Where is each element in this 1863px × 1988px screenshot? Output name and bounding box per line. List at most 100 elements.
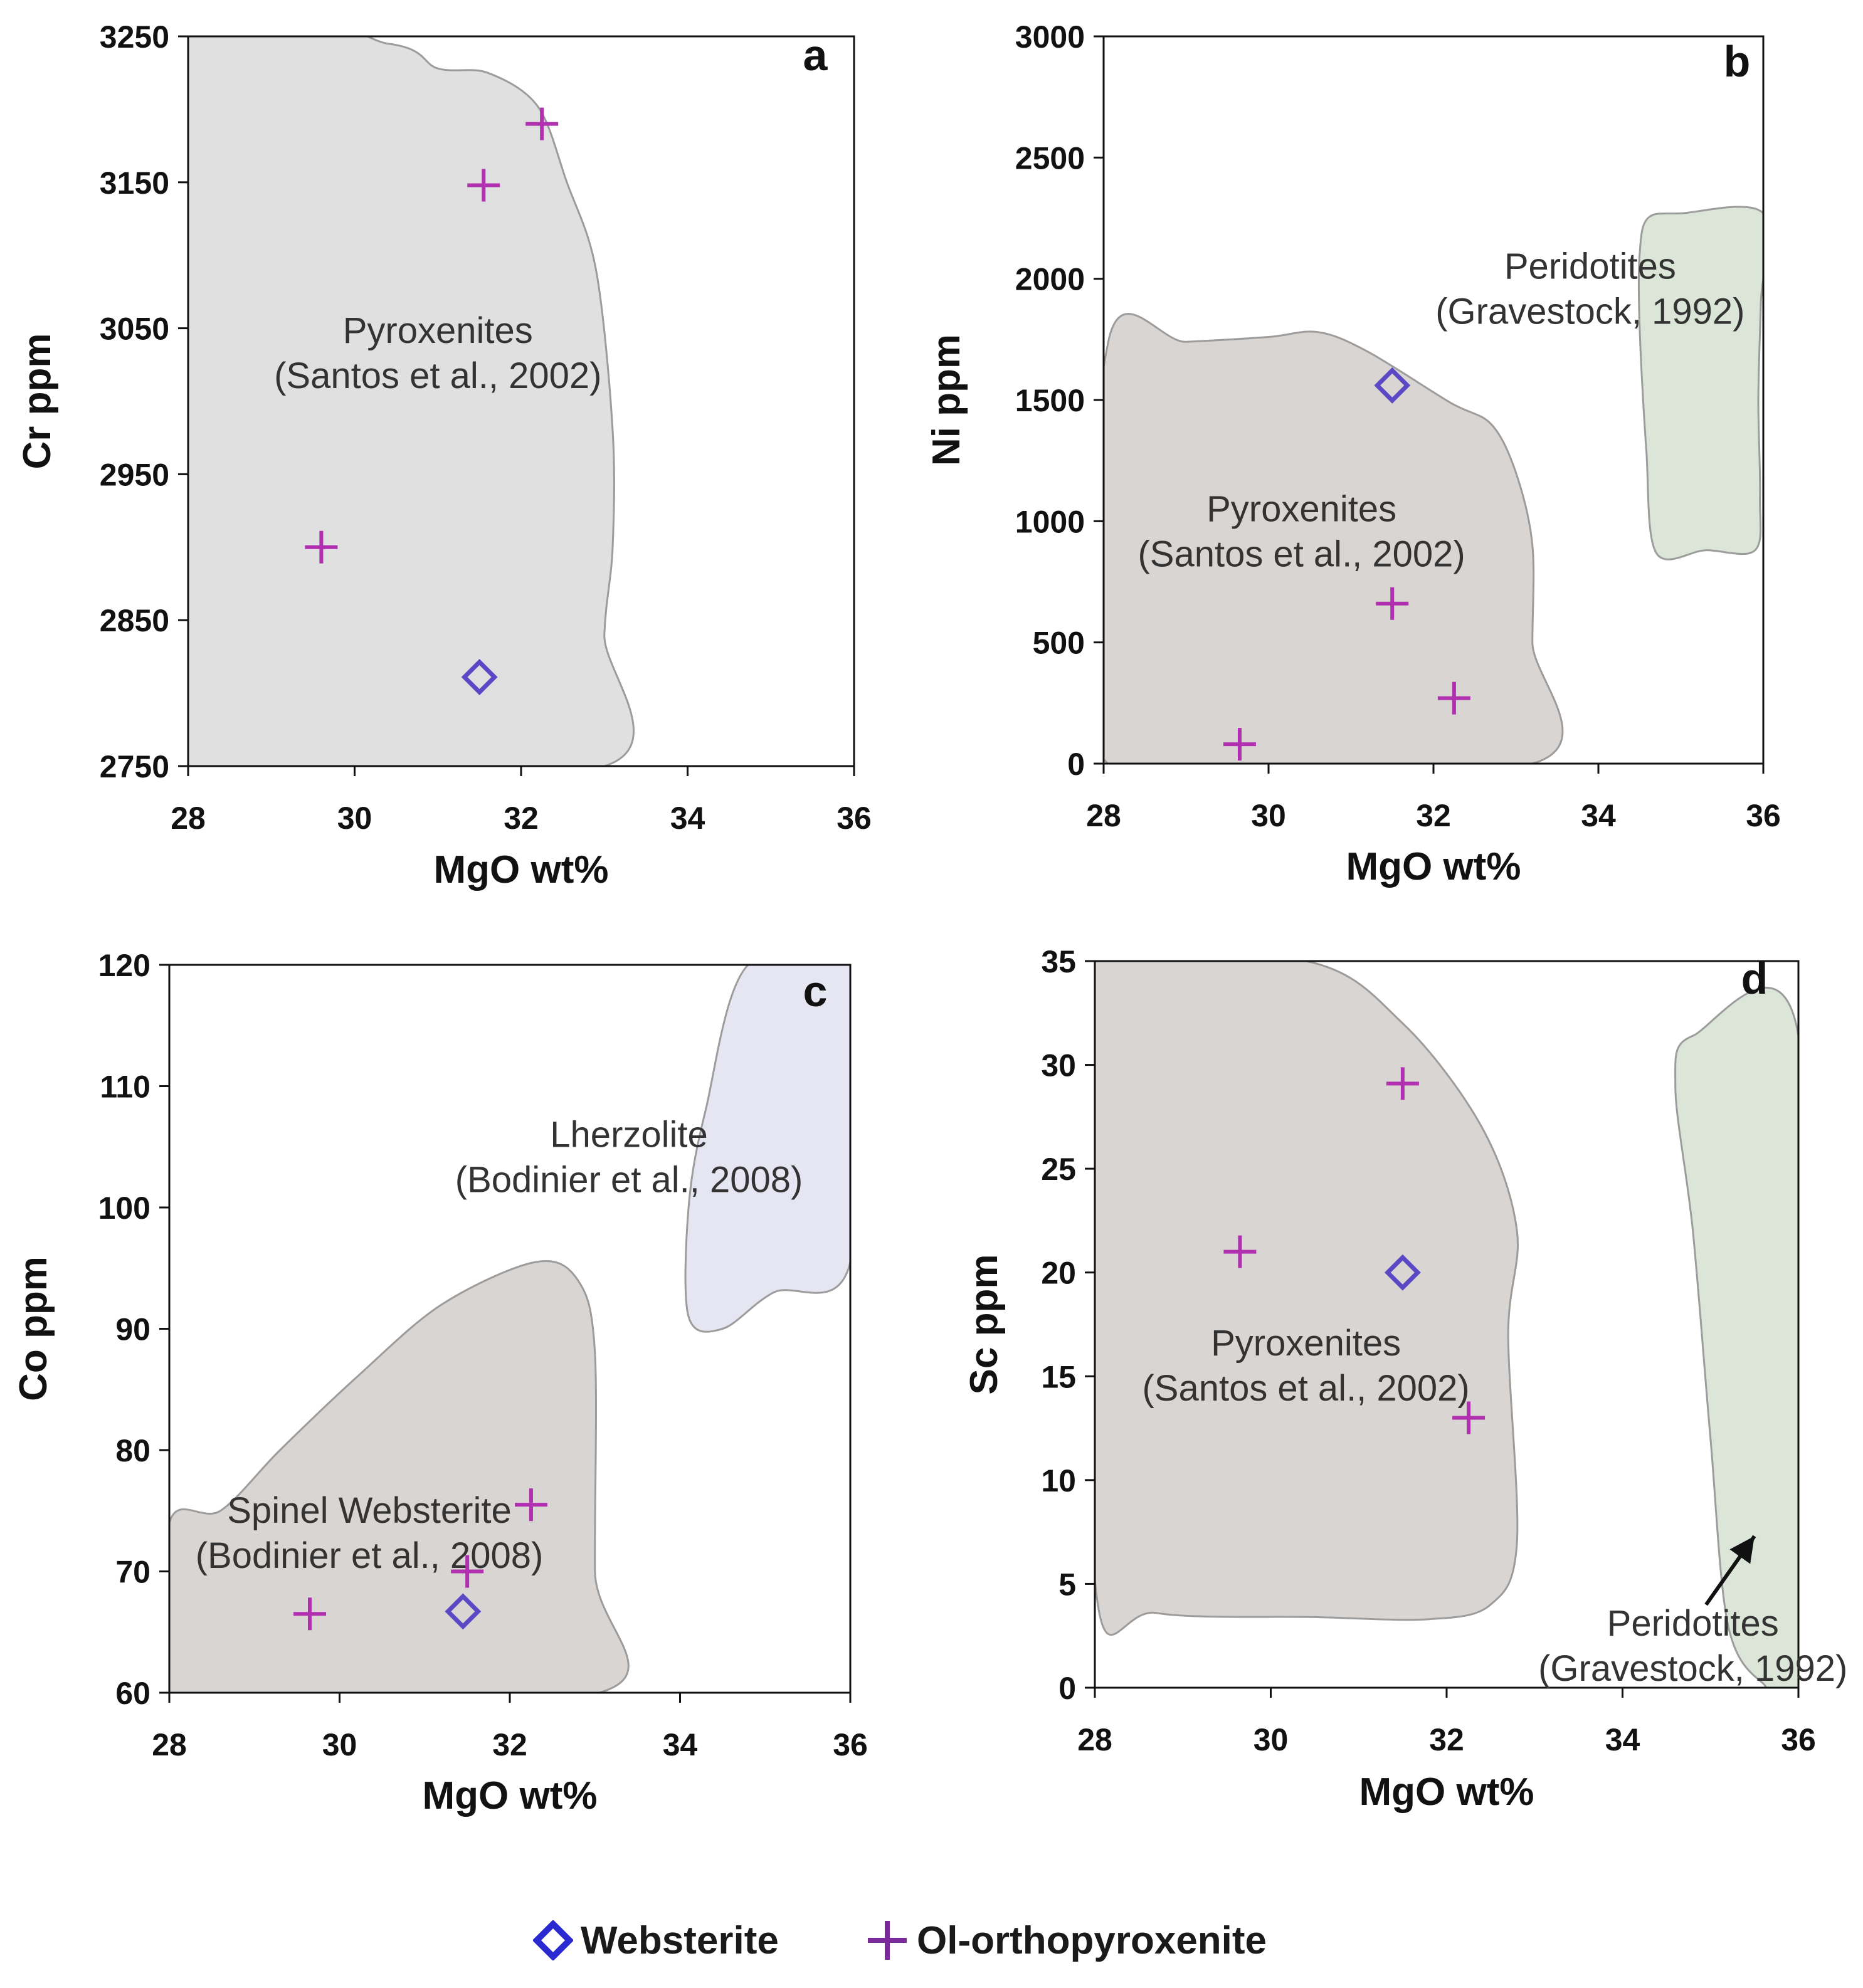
y-tick-label: 20 — [1041, 1256, 1076, 1291]
x-tick-label: 34 — [663, 1727, 698, 1762]
ol-orthopyroxenite-point — [1452, 1401, 1486, 1434]
y-tick-label: 3250 — [100, 19, 169, 55]
x-tick-label: 28 — [1086, 798, 1121, 833]
annotation-arrow-head — [1729, 1536, 1755, 1564]
field-pyroxenites — [188, 36, 635, 766]
x-tick-label: 36 — [837, 801, 872, 836]
y-tick-label: 3000 — [1015, 19, 1085, 55]
x-axis-label: MgO wt% — [434, 848, 609, 891]
legend-label-ol-orthopyroxenite: Ol-orthopyroxenite — [917, 1918, 1267, 1962]
y-tick-label: 2750 — [100, 749, 169, 784]
panel-a: Pyroxenites(Santos et al., 2002) 28 30 32 34… — [16, 19, 872, 891]
x-axis-label: MgO wt% — [1346, 845, 1521, 888]
field-label-pyroxenites-0: Pyroxenites — [1206, 488, 1396, 529]
y-tick-label: 100 — [98, 1191, 150, 1226]
y-tick-label: 15 — [1041, 1359, 1076, 1394]
legend-item-websterite: Websterite — [533, 1906, 779, 1975]
y-tick-label: 110 — [100, 1070, 150, 1105]
field-peridotites — [1674, 986, 1798, 1688]
y-tick-label: 25 — [1041, 1152, 1076, 1187]
ol-orthopyroxenite-plus-icon — [868, 1921, 907, 1960]
y-tick-label: 2850 — [100, 603, 169, 638]
field-label-spinel-websterite-0: Spinel Websterite — [227, 1490, 512, 1531]
fields — [1104, 206, 1763, 764]
fields — [188, 36, 635, 766]
y-tick-label: 3050 — [100, 312, 169, 347]
x-axis-label: MgO wt% — [1359, 1770, 1534, 1814]
x-tick-label: 34 — [1581, 798, 1616, 833]
x-tick-label: 30 — [322, 1727, 357, 1762]
legend: Websterite Ol-orthopyroxenite — [0, 1906, 1863, 1975]
panel-letter: b — [1724, 37, 1751, 86]
fields — [169, 965, 850, 1693]
x-axis-label: MgO wt% — [423, 1774, 598, 1817]
y-axis-label: Cr ppm — [16, 334, 59, 470]
x-tick-label: 30 — [1253, 1722, 1289, 1757]
websterite-point — [445, 1593, 482, 1630]
x-tick-label: 28 — [171, 801, 206, 836]
x-tick-label: 32 — [504, 801, 539, 836]
x-tick-label: 28 — [152, 1727, 187, 1762]
websterite-point — [1374, 367, 1411, 404]
panel-letter: d — [1741, 954, 1768, 1003]
ol-orthopyroxenite-point — [451, 1555, 484, 1588]
x-tick-label: 32 — [492, 1727, 527, 1762]
field-label-spinel-websterite-1: (Bodinier et al., 2008) — [196, 1535, 544, 1576]
panel-letter: a — [803, 31, 828, 80]
y-tick-label: 5 — [1058, 1567, 1076, 1602]
x-tick-label: 34 — [1605, 1722, 1640, 1757]
field-lherzolite — [684, 965, 850, 1333]
y-tick-label: 0 — [1067, 747, 1085, 782]
y-axis-label: Co ppm — [12, 1256, 55, 1401]
y-tick-label: 1500 — [1015, 383, 1085, 418]
ol-orthopyroxenite-point — [467, 169, 500, 202]
y-tick-label: 500 — [1033, 626, 1085, 661]
y-tick-label: 90 — [115, 1312, 150, 1347]
x-tick-label: 36 — [833, 1727, 868, 1762]
websterite-diamond-icon — [533, 1920, 573, 1960]
y-tick-label: 3150 — [100, 166, 169, 201]
ol-orthopyroxenite-point — [525, 107, 559, 140]
y-tick-label: 1000 — [1015, 504, 1085, 539]
x-tick-label: 34 — [670, 801, 705, 836]
field-label-peridotites-0: Peridotites — [1607, 1603, 1779, 1644]
ol-orthopyroxenite-point — [1223, 728, 1256, 761]
field-label-lherzolite-1: (Bodinier et al., 2008) — [455, 1159, 803, 1200]
y-tick-label: 30 — [1041, 1048, 1076, 1083]
y-tick-label: 70 — [115, 1555, 150, 1590]
field-peridotites — [1637, 206, 1763, 560]
field-pyroxenites — [1095, 961, 1519, 1636]
y-tick-label: 60 — [115, 1676, 150, 1711]
field-label-lherzolite-0: Lherzolite — [550, 1114, 707, 1155]
panel-d: Pyroxenites(Santos et al., 2002) Peridoti… — [963, 944, 1847, 1814]
legend-item-ol-orthopyroxenite: Ol-orthopyroxenite — [865, 1906, 1267, 1975]
field-label-pyroxenites-1: (Santos et al., 2002) — [274, 355, 601, 396]
fields — [1095, 961, 1798, 1688]
ol-orthopyroxenite-point — [1386, 1067, 1419, 1100]
field-pyroxenites — [1104, 313, 1564, 764]
x-tick-label: 36 — [1781, 1722, 1816, 1757]
ol-orthopyroxenite-point — [305, 530, 338, 564]
y-axis-label: Sc ppm — [963, 1254, 1006, 1395]
y-tick-label: 2000 — [1015, 262, 1085, 297]
y-tick-label: 2500 — [1015, 140, 1085, 176]
field-label-pyroxenites-0: Pyroxenites — [343, 310, 533, 351]
ol-orthopyroxenite-point — [1376, 587, 1409, 620]
y-axis-label: Ni ppm — [925, 334, 968, 466]
panel-letter: c — [803, 967, 828, 1016]
x-tick-label: 30 — [337, 801, 372, 836]
y-tick-label: 2950 — [100, 457, 169, 492]
y-tick-label: 0 — [1058, 1671, 1076, 1706]
x-tick-label: 36 — [1746, 798, 1781, 833]
field-label-pyroxenites-1: (Santos et al., 2002) — [1137, 534, 1465, 574]
x-tick-label: 32 — [1429, 1722, 1464, 1757]
y-tick-label: 120 — [98, 948, 150, 983]
y-tick-label: 10 — [1041, 1463, 1076, 1498]
ol-orthopyroxenite-point — [1437, 681, 1470, 715]
x-tick-label: 28 — [1077, 1722, 1112, 1757]
websterite-point — [461, 659, 498, 695]
x-tick-label: 32 — [1416, 798, 1451, 833]
panel-c: Spinel Websterite(Bodinier et al., 2008)… — [12, 948, 868, 1817]
websterite-point — [1384, 1254, 1421, 1291]
